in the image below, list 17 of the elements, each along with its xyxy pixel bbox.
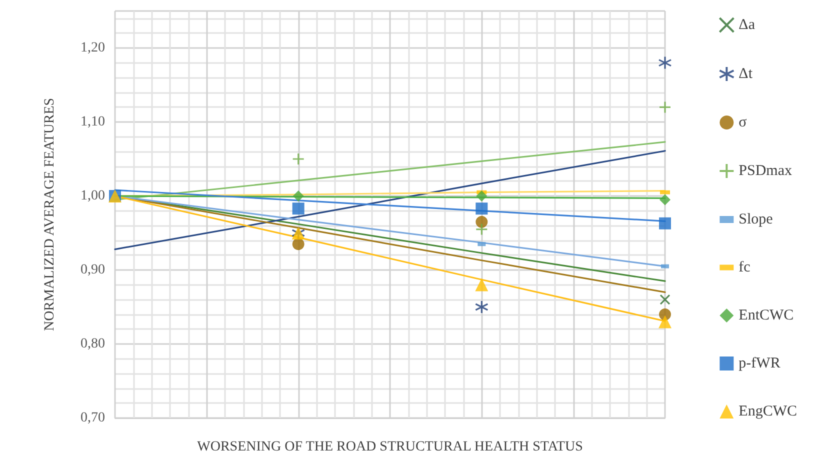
legend-label: Δa: [738, 17, 756, 33]
legend-label: Δt: [738, 66, 754, 82]
legend-label: p-fWR: [738, 356, 780, 372]
y-tick-label: 0,70: [80, 410, 105, 426]
legend-label: Slope: [738, 212, 774, 228]
y-tick-label: 1,10: [80, 114, 105, 130]
y-axis-title: NORMALIZED AVERAGE FEATURES: [42, 98, 58, 332]
y-tick-label: 1,20: [80, 40, 105, 56]
y-tick-label: 0,90: [80, 262, 105, 278]
legend-label: EngCWC: [738, 404, 798, 420]
y-tick-label: 1,00: [80, 188, 105, 204]
legend-label: PSDmax: [738, 163, 793, 179]
x-axis-title: WORSENING OF THE ROAD STRUCTURAL HEALTH STATUS: [197, 440, 583, 454]
legend-label: fc: [738, 260, 751, 276]
legend-label: EntCWC: [738, 308, 794, 324]
y-tick-label: 0,80: [80, 336, 105, 352]
legend-label: σ: [738, 114, 747, 130]
